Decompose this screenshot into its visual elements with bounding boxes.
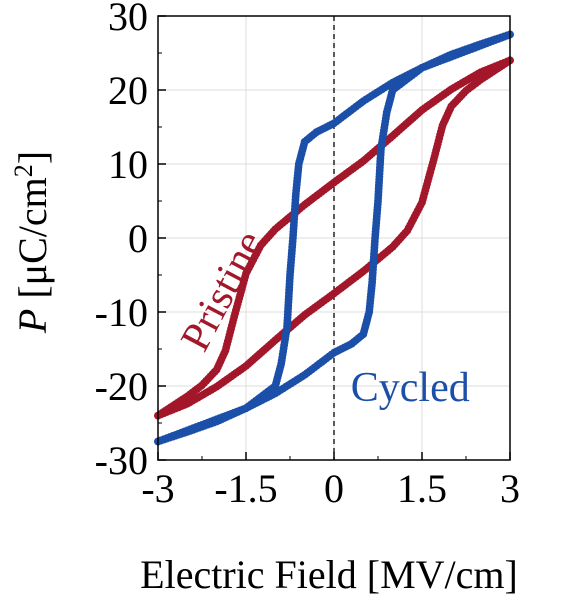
- y-tick-label: 30: [108, 0, 148, 39]
- y-tick-label: 10: [108, 142, 148, 187]
- x-axis-label: Electric Field [MV/cm]: [140, 552, 518, 597]
- y-axis-label: P [μC/cm2]: [9, 151, 55, 334]
- series-layer: [154, 30, 514, 446]
- axis-ticks: -3 -1.5 0 1.5 3 -30 -20 -10 0 10 20 30: [95, 0, 520, 511]
- y-tick-label: 0: [128, 216, 148, 261]
- y-tick-label: 20: [108, 68, 148, 113]
- x-tick-label: -3: [141, 466, 174, 511]
- y-axis-unit: [μC/cm: [10, 177, 55, 308]
- series-cycled: [154, 30, 514, 446]
- y-axis-symbol: P: [10, 309, 55, 334]
- series-pristine: [154, 56, 514, 420]
- x-tick-label: 3: [500, 466, 520, 511]
- annotation-pristine: Pristine: [172, 224, 273, 359]
- annotation-cycled: Cycled: [351, 365, 470, 411]
- x-tick-label: 1.5: [397, 466, 447, 511]
- y-tick-label: -20: [95, 364, 148, 409]
- x-tick-label: 0: [324, 466, 344, 511]
- y-tick-label: -10: [95, 290, 148, 335]
- y-axis-unit-superscript: 2: [9, 164, 38, 177]
- y-tick-label: -30: [95, 438, 148, 483]
- x-tick-label: -1.5: [214, 466, 277, 511]
- y-axis-unit-close: ]: [10, 151, 55, 164]
